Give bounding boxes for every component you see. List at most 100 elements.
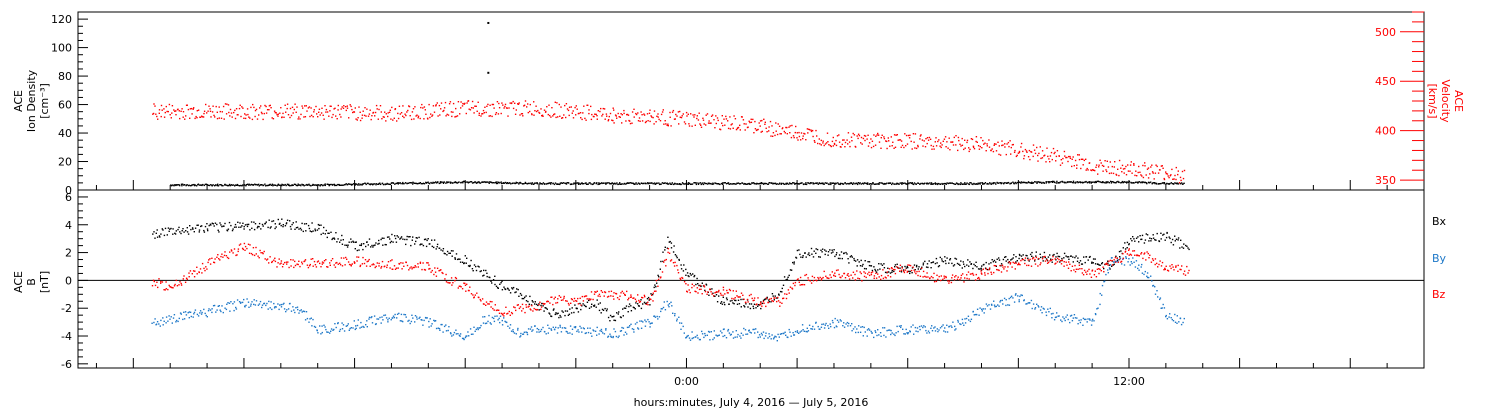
data-point-by	[163, 320, 165, 322]
data-point-velocity	[322, 114, 324, 116]
data-point-velocity	[1159, 169, 1161, 171]
data-point-velocity	[693, 116, 695, 118]
data-point-by	[565, 330, 567, 333]
data-point-by	[459, 335, 461, 337]
data-point-bx	[217, 229, 219, 231]
data-point-bx	[1174, 235, 1176, 237]
data-point-velocity	[153, 103, 155, 105]
data-point-velocity	[820, 139, 822, 142]
data-point-bx	[275, 226, 277, 228]
data-point-velocity	[287, 114, 290, 116]
data-point-velocity	[326, 111, 329, 113]
data-point-ion-density	[717, 183, 720, 185]
data-point-by	[879, 332, 882, 334]
data-point-velocity	[911, 148, 913, 150]
data-point-velocity	[1069, 157, 1072, 159]
data-point-ion-density	[241, 185, 243, 187]
data-point-ion-density	[311, 184, 314, 186]
data-point-bz	[361, 263, 364, 265]
data-point-bx	[465, 262, 467, 264]
bottom-panel-data	[151, 218, 1190, 342]
data-point-bz	[322, 262, 325, 264]
data-point-ion-density	[1099, 181, 1101, 183]
data-point-velocity	[976, 141, 978, 143]
data-point-velocity	[158, 109, 161, 111]
data-point-bx	[549, 313, 551, 315]
data-point-bz	[863, 275, 866, 278]
data-point-ion-density	[1175, 182, 1177, 185]
data-point-by	[247, 301, 250, 303]
data-point-velocity	[964, 139, 966, 141]
data-point-by	[346, 324, 349, 327]
data-point-bz	[356, 260, 358, 262]
data-point-bz	[960, 274, 963, 277]
data-point-velocity	[1043, 155, 1045, 157]
data-point-ion-density	[683, 183, 685, 185]
data-point-ion-density	[1163, 182, 1165, 185]
data-point-velocity	[581, 118, 583, 121]
data-point-velocity	[1144, 165, 1146, 167]
data-point-bx	[810, 247, 813, 250]
data-point-bz	[722, 289, 725, 291]
data-point-velocity	[961, 137, 963, 140]
data-point-velocity	[342, 107, 345, 109]
data-point-ion-density	[751, 182, 753, 184]
data-point-ion-density	[888, 182, 890, 184]
data-point-by	[873, 336, 875, 339]
data-point-velocity	[510, 102, 513, 104]
data-point-by	[233, 301, 236, 303]
data-point-velocity	[722, 124, 724, 127]
data-point-ion-density	[1094, 181, 1096, 184]
data-point-ion-density	[711, 183, 713, 185]
data-point-by	[852, 328, 855, 330]
data-point-bx	[564, 310, 567, 312]
data-point-velocity	[531, 113, 533, 116]
data-point-velocity	[537, 109, 539, 112]
data-point-bx	[1108, 264, 1111, 266]
data-point-ion-density	[553, 183, 556, 186]
data-point-bx	[233, 226, 236, 228]
data-point-bx	[534, 301, 536, 303]
data-point-bx	[550, 315, 552, 317]
data-point-velocity	[709, 122, 711, 124]
data-point-bx	[1080, 263, 1083, 265]
data-point-velocity	[856, 135, 858, 137]
data-point-bx	[654, 284, 656, 286]
data-point-velocity	[677, 111, 680, 113]
data-point-bx	[1133, 238, 1135, 240]
data-point-bz	[818, 278, 820, 280]
data-point-bz	[782, 297, 785, 299]
data-point-bx	[352, 240, 354, 242]
data-point-bx	[1013, 254, 1015, 256]
data-point-bz	[294, 264, 297, 267]
data-point-by	[923, 325, 925, 327]
data-point-by	[695, 336, 697, 338]
data-point-by	[732, 337, 735, 339]
data-point-velocity	[243, 117, 245, 119]
data-point-by	[910, 326, 912, 328]
data-point-velocity	[387, 115, 389, 118]
data-point-by	[686, 335, 688, 337]
data-point-bz	[217, 254, 219, 256]
data-point-ion-density	[341, 184, 343, 186]
data-point-ion-density	[970, 182, 972, 184]
data-point-by	[1078, 319, 1080, 322]
data-point-by	[175, 319, 178, 322]
data-point-bz	[601, 291, 604, 293]
data-point-ion-density	[303, 185, 305, 187]
data-point-bx	[930, 267, 932, 269]
data-point-by	[946, 324, 948, 326]
data-point-by	[263, 302, 266, 305]
data-point-bx	[613, 319, 615, 321]
data-point-by	[668, 303, 671, 305]
data-point-ion-density	[1112, 181, 1114, 183]
data-point-ion-density	[963, 183, 965, 185]
data-point-bx	[515, 291, 517, 293]
data-point-velocity	[534, 110, 536, 112]
data-point-velocity	[503, 107, 505, 109]
data-point-bz	[401, 268, 403, 270]
data-point-bz	[894, 268, 896, 271]
data-point-bx	[595, 306, 597, 308]
data-point-bx	[1065, 255, 1067, 257]
data-point-velocity	[253, 106, 255, 109]
